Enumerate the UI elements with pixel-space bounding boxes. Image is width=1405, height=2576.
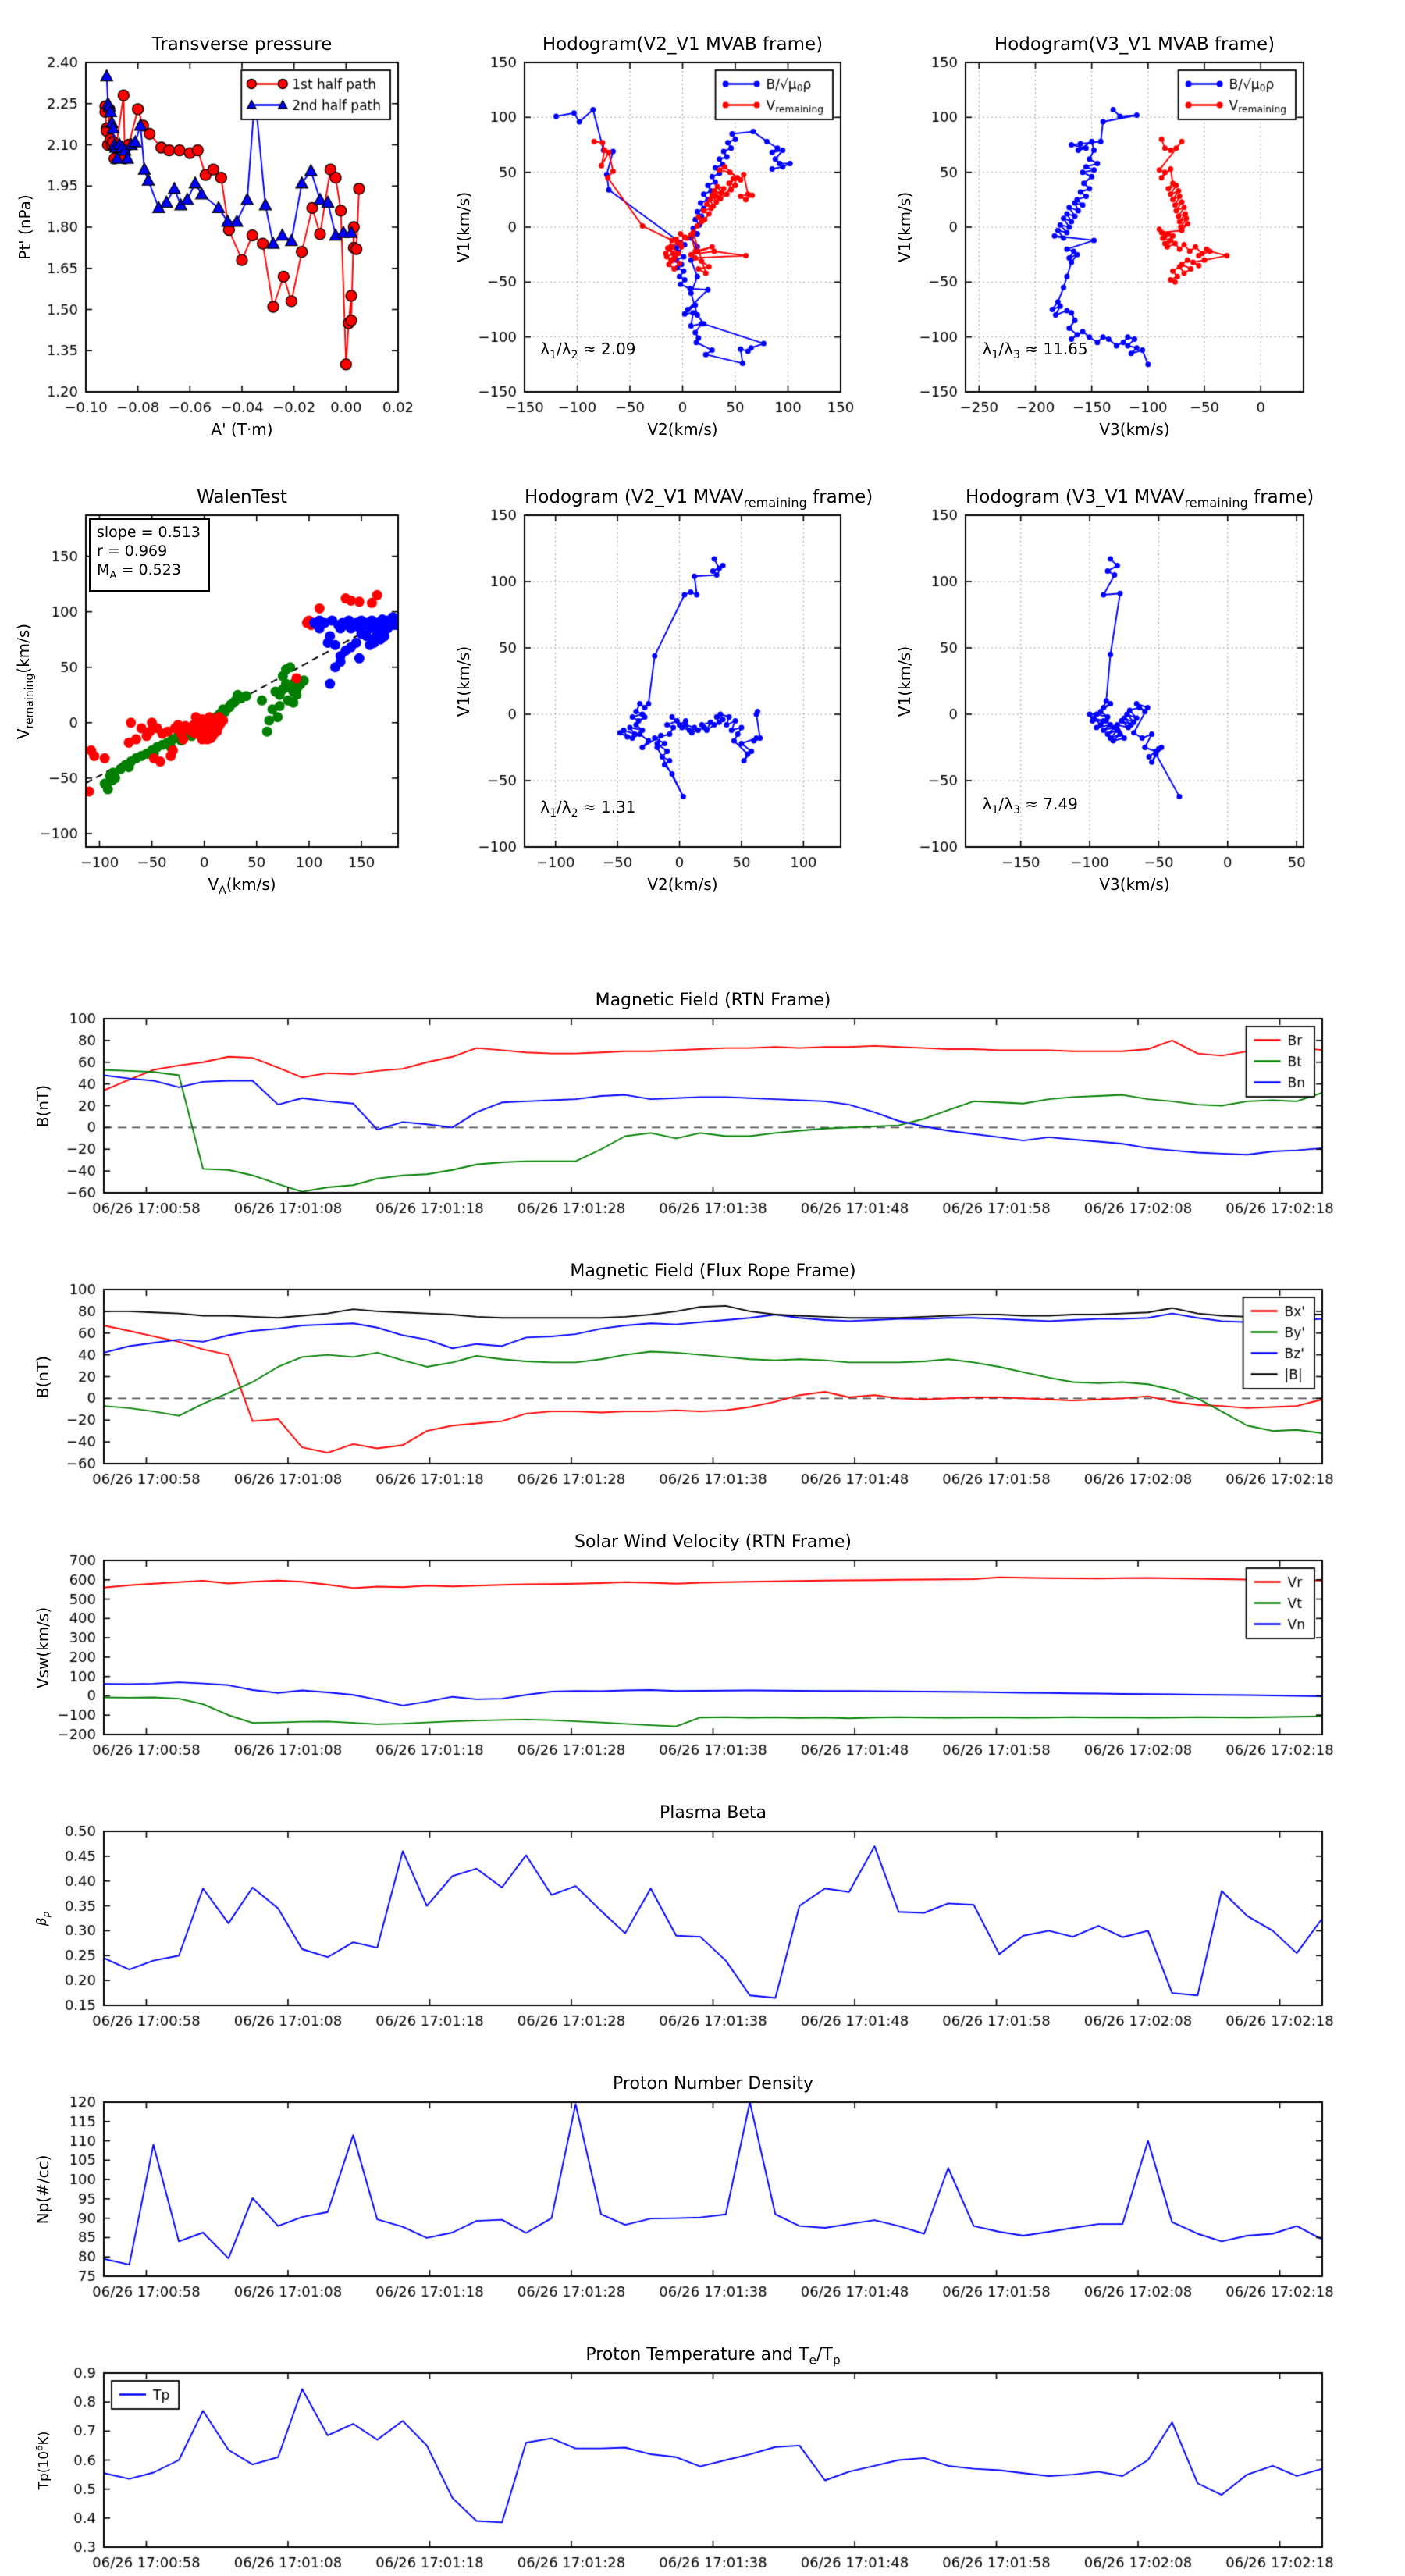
y-axis-label-proton-number-density: Np(#/cc): [34, 2154, 52, 2224]
stats-line: r = 0.969: [97, 543, 168, 560]
x-axis-label-hodogram-v2v1-mvab: V2(km/s): [647, 420, 718, 439]
y-axis-label-hodogram-v2v1-mvav: V1(km/s): [454, 646, 473, 717]
chart-title-hodogram-v2v1-mvab: Hodogram(V2_V1 MVAB frame): [542, 34, 823, 55]
annotation-hodogram-v2v1-mvab-0: λ1/λ2 ≈ 2.09: [540, 340, 636, 362]
annotation-hodogram-v2v1-mvav-0: λ1/λ2 ≈ 1.31: [540, 798, 636, 820]
y-axis-label-walen-test: Vremaining(km/s): [14, 623, 36, 739]
chart-title-solar-wind-velocity: Solar Wind Velocity (RTN Frame): [574, 1532, 852, 1552]
y-axis-label-solar-wind-velocity: Vsw(km/s): [34, 1606, 52, 1688]
y-axis-label-magnetic-field-rtn: B(nT): [34, 1084, 52, 1127]
x-axis-label-walen-test: VA(km/s): [208, 875, 276, 897]
chart-title-proton-number-density: Proton Number Density: [613, 2074, 813, 2094]
x-axis-label-hodogram-v2v1-mvav: V2(km/s): [647, 875, 718, 894]
stats-box-walen-test: slope = 0.513 r = 0.969 MA = 0.523: [89, 518, 210, 592]
x-axis-label-hodogram-v3v1-mvab: V3(km/s): [1099, 420, 1170, 439]
chart-title-hodogram-v3v1-mvab: Hodogram(V3_V1 MVAB frame): [994, 34, 1275, 55]
chart-title-walen-test: WalenTest: [197, 487, 287, 507]
chart-title-magnetic-field-rtn: Magnetic Field (RTN Frame): [595, 991, 831, 1010]
y-axis-label-hodogram-v3v1-mvab: V1(km/s): [895, 191, 914, 263]
chart-title-transverse-pressure: Transverse pressure: [151, 34, 333, 55]
y-axis-label-hodogram-v2v1-mvab: V1(km/s): [454, 191, 473, 263]
y-axis-label-magnetic-field-flux-rope: B(nT): [34, 1355, 52, 1398]
chart-title-magnetic-field-flux-rope: Magnetic Field (Flux Rope Frame): [570, 1261, 856, 1281]
x-axis-label-transverse-pressure: A' (T·m): [211, 420, 273, 439]
chart-title-hodogram-v2v1-mvav: Hodogram (V2_V1 MVAVremaining frame): [525, 487, 873, 511]
y-axis-label-transverse-pressure: Pt' (nPa): [16, 194, 34, 260]
y-axis-label-proton-temperature: Tp(106K): [34, 2431, 52, 2489]
annotation-hodogram-v3v1-mvav-0: λ1/λ3 ≈ 7.49: [982, 794, 1078, 817]
annotation-hodogram-v3v1-mvab-0: λ1/λ3 ≈ 11.65: [982, 340, 1088, 362]
y-axis-label-hodogram-v3v1-mvav: V1(km/s): [895, 646, 914, 717]
stats-line: slope = 0.513: [97, 524, 201, 541]
y-axis-label-plasma-beta: βp: [34, 1911, 52, 1926]
chart-title-plasma-beta: Plasma Beta: [660, 1803, 767, 1823]
stats-line: MA = 0.523: [97, 561, 181, 582]
chart-title-hodogram-v3v1-mvav: Hodogram (V3_V1 MVAVremaining frame): [966, 487, 1314, 511]
chart-title-proton-temperature: Proton Temperature and Te/Tp: [585, 2345, 841, 2368]
x-axis-label-hodogram-v3v1-mvav: V3(km/s): [1099, 875, 1170, 894]
